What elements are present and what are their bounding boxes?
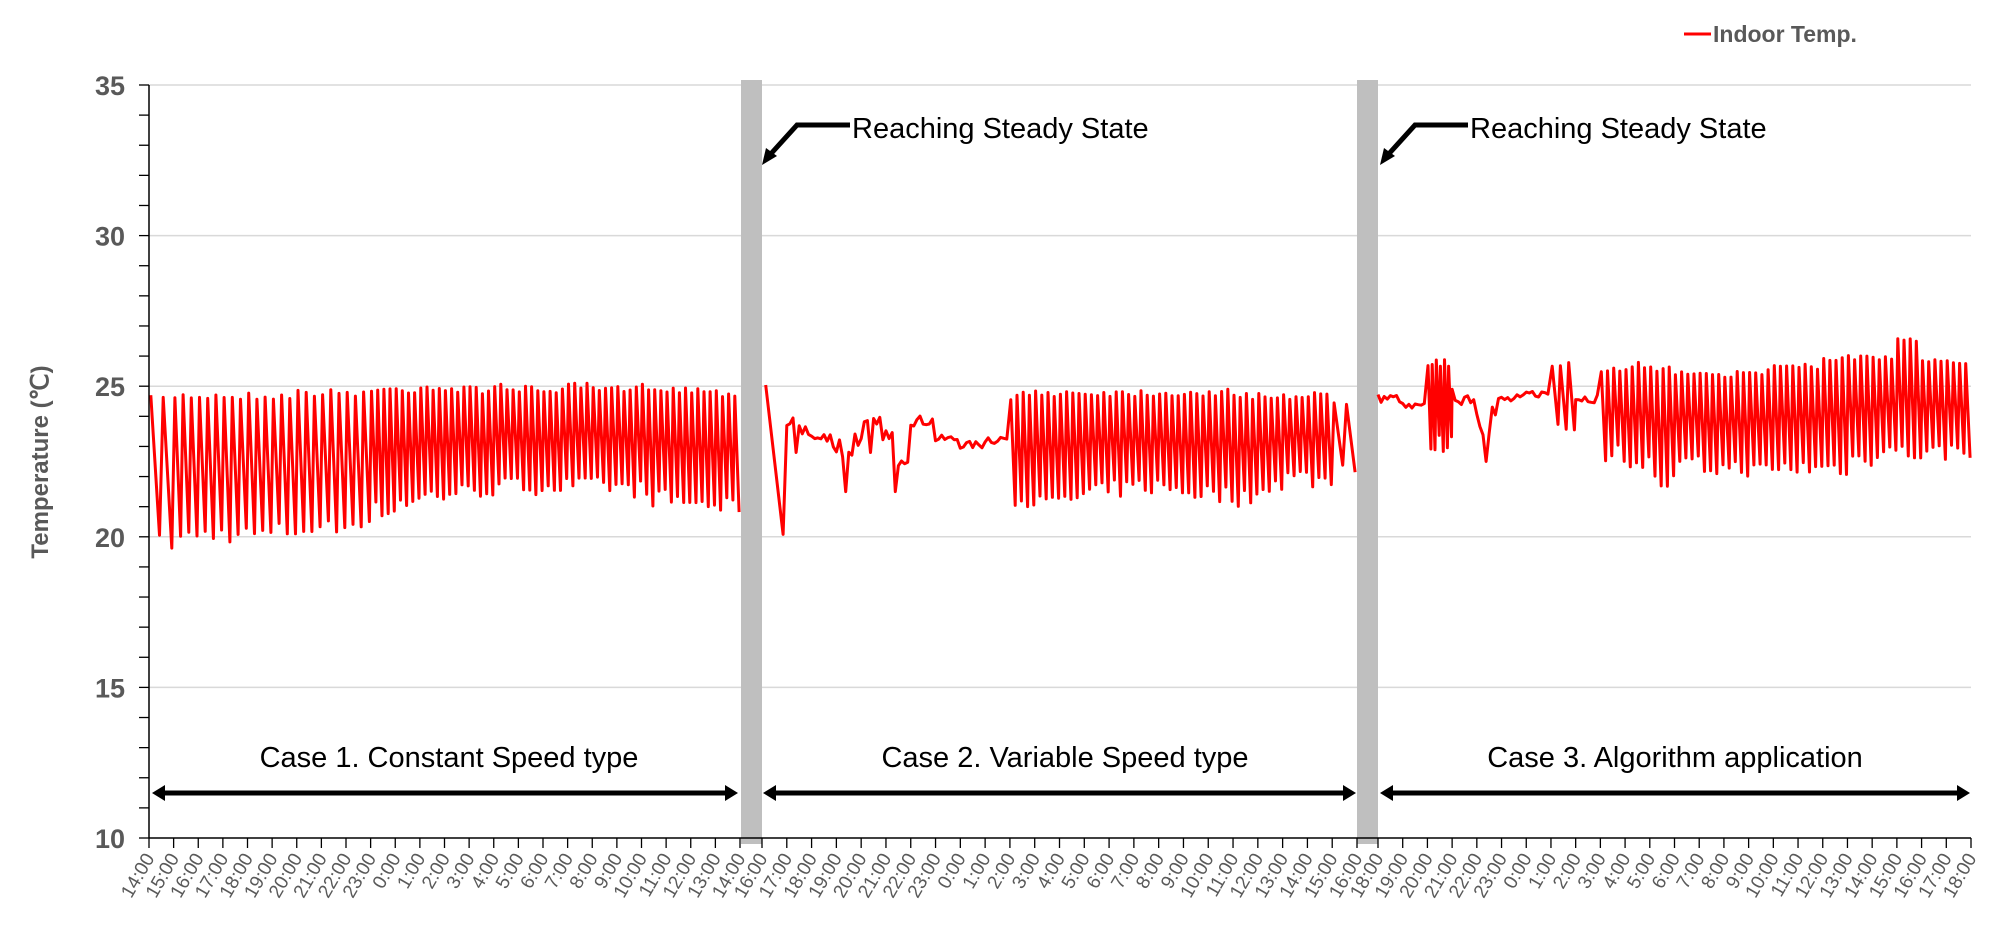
case-3-label: Case 3. Algorithm application	[1487, 742, 1863, 774]
y-tick-label: 10	[95, 824, 125, 854]
steady-state-annotation-1: Reaching Steady State	[762, 113, 1149, 165]
y-tick-label: 35	[95, 71, 125, 101]
indoor-temp-line-case-2	[764, 384, 1357, 536]
case-separators	[741, 80, 1378, 844]
arrowhead-left	[1380, 785, 1393, 801]
arrowhead-right	[1343, 785, 1356, 801]
axes	[139, 84, 1972, 848]
y-tick-label: 15	[95, 673, 125, 703]
indoor-temp-line-case-3	[1376, 337, 1972, 488]
arrowhead-right	[725, 785, 738, 801]
case-2-label: Case 2. Variable Speed type	[881, 742, 1248, 774]
legend-label-indoor-temp: Indoor Temp.	[1713, 21, 1857, 47]
arrowhead-left	[152, 785, 165, 801]
case-1-annotation: Case 1. Constant Speed type	[152, 742, 738, 801]
steady-state-annotation-2: Reaching Steady State	[1380, 113, 1767, 165]
steady-state-label: Reaching Steady State	[1470, 113, 1767, 145]
steady-state-label: Reaching Steady State	[852, 113, 1149, 145]
annotation-arrow	[766, 122, 850, 159]
y-tick-labels: 10 15 20 25 30 35	[95, 71, 125, 854]
case-separator-bar	[741, 80, 762, 844]
annotation-arrowhead	[762, 148, 777, 165]
indoor-temp-line-case-1	[149, 381, 741, 550]
y-tick-label: 30	[95, 222, 125, 252]
y-tick-label: 25	[95, 372, 125, 402]
case-1-label: Case 1. Constant Speed type	[260, 742, 639, 774]
arrowhead-left	[763, 785, 776, 801]
x-tick-labels: 14:0015:0016:0017:0018:0019:0020:0021:00…	[117, 850, 1981, 902]
y-tick-label: 20	[95, 523, 125, 553]
case-separator-bar	[1357, 80, 1378, 844]
case-2-annotation: Case 2. Variable Speed type	[763, 742, 1356, 801]
annotation-arrowhead	[1380, 148, 1395, 165]
annotation-arrow	[1384, 122, 1468, 159]
legend: Indoor Temp.	[1684, 21, 1857, 47]
y-axis-label: Temperature (℃)	[27, 365, 54, 558]
gridlines	[149, 84, 1971, 689]
case-3-annotation: Case 3. Algorithm application	[1380, 742, 1970, 801]
arrowhead-right	[1957, 785, 1970, 801]
indoor-temp-series	[149, 337, 1972, 550]
